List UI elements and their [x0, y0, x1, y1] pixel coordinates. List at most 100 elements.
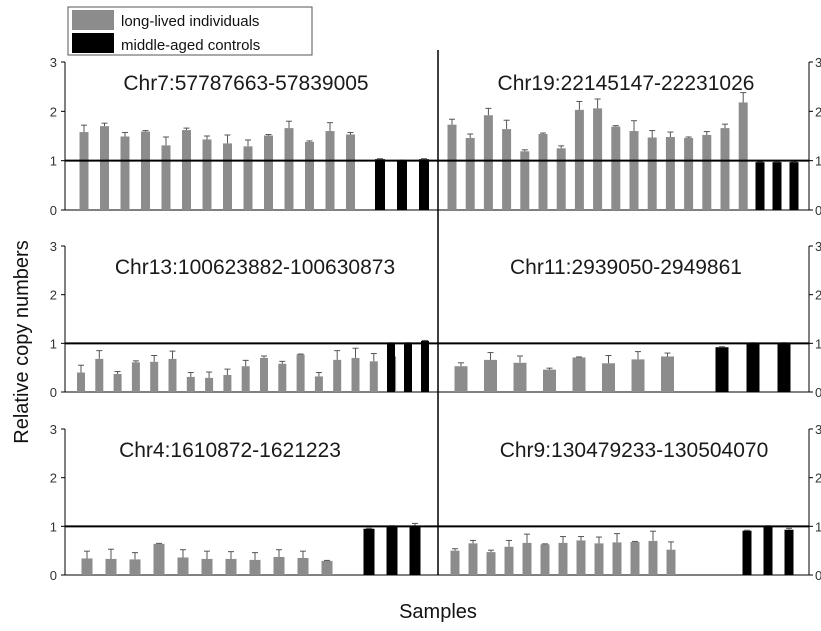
long-lived-bar — [486, 552, 496, 575]
long-lived-bar — [129, 559, 141, 575]
control-bar — [397, 160, 407, 210]
long-lived-bar — [333, 359, 342, 392]
long-lived-bar — [120, 136, 130, 210]
long-lived-bar — [502, 129, 512, 210]
control-bar — [419, 159, 429, 210]
y-tick-label: 3 — [50, 55, 57, 70]
long-lived-bar — [612, 542, 622, 575]
long-lived-bar — [738, 102, 748, 210]
control-bar — [784, 529, 794, 575]
y-tick-label: 2 — [815, 288, 821, 303]
legend: long-lived individuals middle-aged contr… — [67, 6, 313, 56]
y-tick-label: 3 — [815, 239, 821, 254]
y-tick-label: 1 — [815, 519, 821, 534]
y-tick-label: 0 — [50, 203, 57, 218]
y-tick-label: 0 — [50, 568, 57, 583]
long-lived-bar — [538, 134, 548, 210]
legend-label-controls: middle-aged controls — [121, 37, 260, 54]
long-lived-bar — [465, 137, 475, 210]
long-lived-bar — [321, 560, 333, 575]
long-lived-bar — [484, 359, 497, 392]
chart-panel: 0 1 2 3 Chr19:22145147-22231026 — [438, 55, 821, 218]
y-tick-label: 1 — [50, 336, 57, 351]
long-lived-bar — [284, 128, 294, 210]
long-lived-bar — [305, 141, 314, 210]
y-tick-label: 0 — [50, 385, 57, 400]
y-tick-label: 0 — [815, 568, 821, 583]
y-tick-label: 1 — [815, 336, 821, 351]
y-tick-label: 3 — [815, 55, 821, 70]
y-tick-label: 3 — [815, 422, 821, 437]
long-lived-bar — [225, 558, 237, 575]
long-lived-bar — [522, 542, 532, 575]
long-lived-bar — [105, 558, 117, 575]
long-lived-bar — [666, 549, 676, 575]
long-lived-bar — [556, 148, 566, 210]
long-lived-bar — [351, 357, 360, 392]
panel-title: Chr7:57787663-57839005 — [123, 72, 368, 95]
long-lived-bar — [79, 132, 89, 210]
long-lived-bar — [273, 556, 285, 575]
long-lived-bar — [661, 356, 674, 392]
control-bar — [777, 343, 791, 392]
long-lived-bar — [100, 126, 109, 210]
long-lived-bar — [113, 373, 122, 392]
control-bar — [387, 343, 395, 392]
long-lived-bar — [153, 543, 165, 575]
y-tick-label: 2 — [815, 471, 821, 486]
long-lived-bar — [168, 358, 177, 392]
panel-title: Chr19:22145147-22231026 — [498, 72, 755, 95]
chart-panel: 0 1 2 3 Chr11:2939050-2949861 — [438, 239, 821, 400]
long-lived-bar — [161, 145, 171, 210]
long-lived-bar — [264, 135, 273, 210]
long-lived-bar — [201, 558, 213, 575]
long-lived-bar — [593, 108, 603, 210]
long-lived-bar — [325, 131, 335, 210]
long-lived-bar — [558, 542, 568, 575]
long-lived-bar — [611, 126, 621, 210]
long-lived-bar — [576, 540, 586, 575]
long-lived-bar — [702, 135, 712, 210]
long-lived-bar — [278, 363, 287, 392]
y-axis-title: Relative copy numbers — [11, 240, 33, 443]
control-bar — [742, 530, 752, 575]
long-lived-bar — [205, 377, 214, 392]
panel-title: Chr13:100623882-100630873 — [115, 256, 395, 279]
control-bar — [763, 526, 773, 575]
long-lived-bar — [572, 357, 586, 392]
long-lived-bar — [81, 558, 93, 575]
long-lived-bar — [648, 540, 658, 575]
long-lived-bar — [223, 143, 232, 210]
long-lived-bar — [346, 134, 355, 210]
long-lived-bar — [665, 136, 675, 210]
chart-panel: 0 1 2 3 Chr7:57787663-57839005 — [50, 55, 438, 218]
long-lived-bar — [150, 361, 159, 392]
long-lived-bar — [241, 366, 250, 392]
long-lived-bar — [602, 363, 615, 392]
control-bar — [746, 343, 760, 392]
long-lived-bar — [594, 543, 604, 575]
control-bar — [409, 526, 421, 575]
x-axis-title: Samples — [399, 601, 477, 623]
y-tick-label: 2 — [50, 288, 57, 303]
long-lived-bar — [243, 146, 253, 210]
control-bar — [772, 162, 782, 210]
chart-panel: 0 1 2 3 Chr13:100623882-100630873 — [50, 239, 438, 400]
long-lived-bar — [540, 544, 550, 575]
control-bar — [363, 528, 375, 575]
long-lived-bar — [504, 546, 514, 575]
y-tick-label: 2 — [815, 104, 821, 119]
long-lived-bar — [447, 124, 457, 210]
long-lived-bar — [454, 366, 468, 392]
long-lived-bar — [684, 137, 694, 210]
y-tick-label: 1 — [815, 154, 821, 169]
long-lived-bar — [141, 131, 150, 210]
chart-panel: 0 1 2 3 Chr4:1610872-1621223 — [50, 422, 438, 583]
y-tick-label: 1 — [50, 519, 57, 534]
y-tick-label: 2 — [50, 471, 57, 486]
long-lived-bar — [202, 139, 212, 210]
legend-swatch-controls — [72, 33, 114, 53]
control-bar — [386, 526, 398, 575]
long-lived-bar — [182, 130, 191, 210]
